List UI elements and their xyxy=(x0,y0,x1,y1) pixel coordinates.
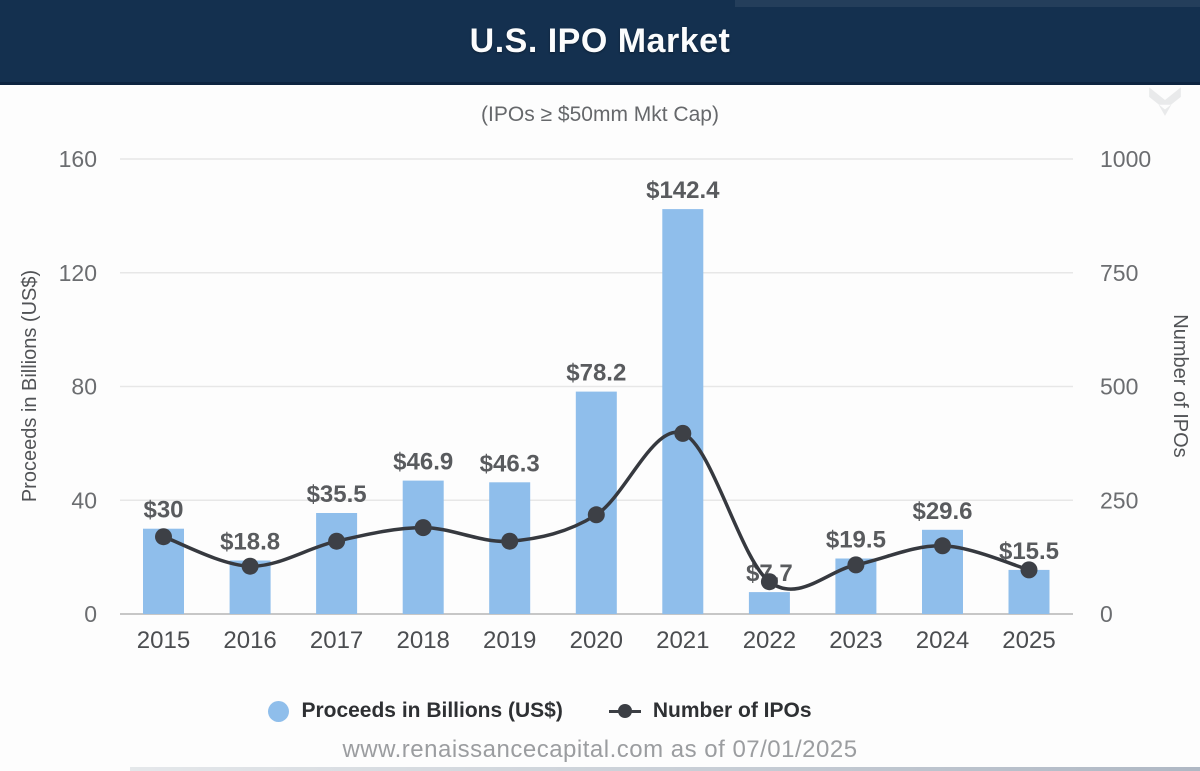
right-tick-1000: 1000 xyxy=(1100,146,1151,172)
line-point-2017[interactable] xyxy=(328,532,346,550)
bar-value-label-2020: $78.2 xyxy=(566,360,626,387)
proceeds-circle-icon xyxy=(268,700,290,722)
line-point-2025[interactable] xyxy=(1020,561,1038,579)
header-banner: U.S. IPO Market xyxy=(0,0,1200,85)
bar-value-label-2015: $30 xyxy=(143,497,183,524)
bar-value-label-2025: $15.5 xyxy=(999,538,1059,565)
chart-legend: Proceeds in Billions (US$) Number of IPO… xyxy=(0,699,1140,723)
x-label-2015: 2015 xyxy=(137,627,190,654)
bottom-bar xyxy=(130,767,1200,771)
x-label-2020: 2020 xyxy=(570,627,623,654)
x-label-2019: 2019 xyxy=(483,627,536,654)
x-label-2021: 2021 xyxy=(656,627,709,654)
left-tick-160: 160 xyxy=(59,146,97,172)
legend-item-proceeds[interactable]: Proceeds in Billions (US$) xyxy=(268,699,563,723)
x-label-2025: 2025 xyxy=(1002,627,1055,654)
bar-2017[interactable] xyxy=(316,513,358,614)
left-tick-40: 40 xyxy=(71,487,97,513)
x-label-2017: 2017 xyxy=(310,627,363,654)
line-point-2020[interactable] xyxy=(587,506,605,524)
right-axis-title: Number of IPOs xyxy=(1169,314,1191,457)
ipo-count-line xyxy=(162,430,1030,591)
bar-value-label-2023: $19.5 xyxy=(826,527,886,554)
x-label-2022: 2022 xyxy=(743,627,796,654)
watermark-bird-icon xyxy=(1149,87,1181,116)
right-tick-250: 250 xyxy=(1100,487,1138,513)
x-label-2024: 2024 xyxy=(916,627,969,654)
right-tick-0: 0 xyxy=(1100,601,1113,627)
bar-value-label-2017: $35.5 xyxy=(307,481,367,508)
bar-2018[interactable] xyxy=(402,480,444,614)
left-tick-80: 80 xyxy=(71,374,97,400)
line-point-2021[interactable] xyxy=(674,424,692,442)
source-attribution: www.renaissancecapital.com as of 07/01/2… xyxy=(342,736,858,763)
legend-label-proceeds: Proceeds in Billions (US$) xyxy=(301,699,563,722)
bar-value-label-2018: $46.9 xyxy=(393,449,453,476)
line-point-2024[interactable] xyxy=(934,537,951,555)
bar-value-label-2024: $29.6 xyxy=(912,498,972,525)
bar-2021[interactable] xyxy=(662,209,704,615)
x-label-2016: 2016 xyxy=(223,627,276,654)
left-axis-title: Proceeds in Billions (US$) xyxy=(19,270,41,502)
right-tick-500: 500 xyxy=(1100,374,1138,400)
line-point-2015[interactable] xyxy=(155,528,172,546)
left-tick-0: 0 xyxy=(84,601,97,627)
page-title: U.S. IPO Market xyxy=(469,21,731,60)
line-point-2018[interactable] xyxy=(414,519,432,537)
right-tick-750: 750 xyxy=(1100,260,1138,286)
bar-value-label-2016: $18.8 xyxy=(220,529,280,556)
left-tick-120: 120 xyxy=(59,260,97,286)
chart-subtitle: (IPOs ≥ $50mm Mkt Cap) xyxy=(481,103,719,126)
line-point-2019[interactable] xyxy=(501,532,519,550)
legend-label-ipos: Number of IPOs xyxy=(652,699,812,722)
x-label-2018: 2018 xyxy=(397,627,450,654)
line-point-2016[interactable] xyxy=(241,557,259,575)
line-point-2023[interactable] xyxy=(847,556,865,574)
x-label-2023: 2023 xyxy=(829,627,882,654)
line-point-2022[interactable] xyxy=(760,573,778,591)
line-dot-marker-icon xyxy=(608,703,641,719)
bar-2022[interactable] xyxy=(748,592,790,614)
header-sheen xyxy=(735,0,1200,7)
bar-value-label-2021: $142.4 xyxy=(646,177,720,204)
bar-value-label-2019: $46.3 xyxy=(480,450,540,477)
legend-item-ipos[interactable]: Number of IPOs xyxy=(608,699,812,723)
